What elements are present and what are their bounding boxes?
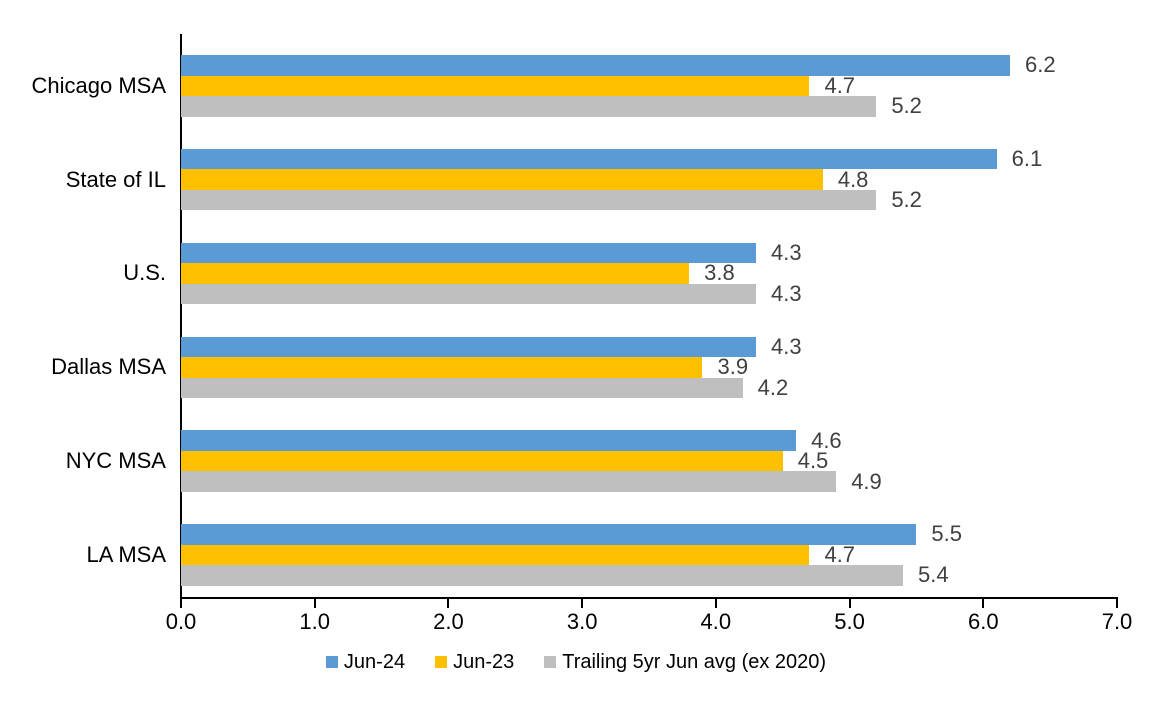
x-axis-tick-label: 4.0 bbox=[700, 609, 732, 634]
bar-value-label: 6.1 bbox=[1011, 146, 1043, 172]
bar-value-label: 4.9 bbox=[851, 468, 882, 494]
category-label: NYC MSA bbox=[65, 448, 166, 474]
bar-value-label: 4.3 bbox=[770, 239, 802, 265]
bar-series-3 bbox=[181, 471, 837, 492]
x-axis-tick bbox=[180, 599, 182, 608]
bar-series-1 bbox=[181, 336, 756, 357]
bar-series-1 bbox=[181, 148, 997, 170]
x-axis-tick bbox=[848, 599, 851, 608]
legend-swatch-icon bbox=[544, 656, 557, 668]
x-axis-tick bbox=[313, 599, 316, 608]
bar-value-label: 4.2 bbox=[757, 374, 789, 400]
legend-item: Jun-24 bbox=[325, 650, 406, 674]
bar-value-label: 4.6 bbox=[811, 427, 842, 453]
category-label: U.S. bbox=[123, 260, 166, 286]
legend-label: Jun-24 bbox=[343, 651, 406, 673]
legend-swatch-icon bbox=[435, 656, 448, 668]
bar-value-label: 4.5 bbox=[797, 448, 829, 474]
y-axis-line bbox=[180, 34, 182, 599]
legend-swatch-icon bbox=[325, 656, 338, 668]
x-axis-tick-label: 0.0 bbox=[165, 609, 197, 634]
x-axis-line bbox=[180, 597, 1118, 599]
legend-item: Jun-23 bbox=[435, 650, 514, 674]
x-axis-tick bbox=[982, 599, 985, 608]
bar-value-label: 5.2 bbox=[891, 93, 922, 119]
category-label: Dallas MSA bbox=[51, 354, 166, 380]
bar-series-2 bbox=[181, 544, 810, 566]
bar-value-label: 5.5 bbox=[931, 521, 963, 547]
bar-value-label: 3.9 bbox=[717, 354, 749, 380]
bar-series-2 bbox=[181, 263, 690, 284]
bar-series-2 bbox=[181, 357, 703, 378]
x-axis-tick-label: 6.0 bbox=[967, 609, 999, 634]
category-label: Chicago MSA bbox=[31, 72, 166, 98]
bar-series-3 bbox=[181, 189, 877, 211]
bar-value-label: 6.2 bbox=[1025, 52, 1056, 78]
legend-label: Trailing 5yr Jun avg (ex 2020) bbox=[562, 651, 827, 673]
category-label: LA MSA bbox=[86, 541, 166, 567]
bar-value-label: 3.8 bbox=[704, 260, 735, 286]
x-axis-tick-label: 1.0 bbox=[299, 609, 330, 634]
bar-value-label: 5.4 bbox=[918, 562, 949, 588]
bar-value-label: 4.3 bbox=[770, 280, 802, 306]
bar-value-label: 4.7 bbox=[824, 541, 856, 567]
x-axis-tick bbox=[714, 599, 717, 608]
category-label: State of IL bbox=[65, 166, 166, 192]
legend-label: Jun-23 bbox=[453, 651, 515, 673]
x-axis-tick bbox=[581, 599, 584, 608]
bar-value-label: 5.2 bbox=[891, 187, 922, 213]
bar-value-label: 4.8 bbox=[837, 166, 869, 192]
bar-series-3 bbox=[181, 283, 756, 305]
legend-item: Trailing 5yr Jun avg (ex 2020) bbox=[544, 650, 826, 674]
x-axis-tick-label: 7.0 bbox=[1101, 609, 1133, 634]
x-axis-tick-label: 5.0 bbox=[834, 609, 865, 634]
bar-series-2 bbox=[181, 450, 783, 472]
x-axis-tick bbox=[447, 599, 450, 608]
x-axis-tick bbox=[1116, 599, 1118, 608]
bar-series-2 bbox=[181, 75, 810, 96]
bar-value-label: 4.3 bbox=[770, 333, 802, 359]
x-axis-tick-label: 3.0 bbox=[566, 609, 598, 634]
legend: Jun-24 Jun-23 Trailing 5yr Jun avg (ex 202… bbox=[0, 650, 1152, 674]
bar-series-1 bbox=[181, 55, 1011, 76]
bar-series-1 bbox=[181, 430, 797, 451]
bar-series-3 bbox=[181, 377, 743, 398]
bar-series-1 bbox=[181, 242, 756, 264]
bar-series-1 bbox=[181, 524, 917, 545]
bar-series-3 bbox=[181, 96, 877, 117]
bar-series-3 bbox=[181, 565, 904, 586]
bar-value-label: 4.7 bbox=[824, 72, 856, 98]
bar-series-2 bbox=[181, 169, 823, 190]
x-axis-tick-label: 2.0 bbox=[433, 609, 464, 634]
